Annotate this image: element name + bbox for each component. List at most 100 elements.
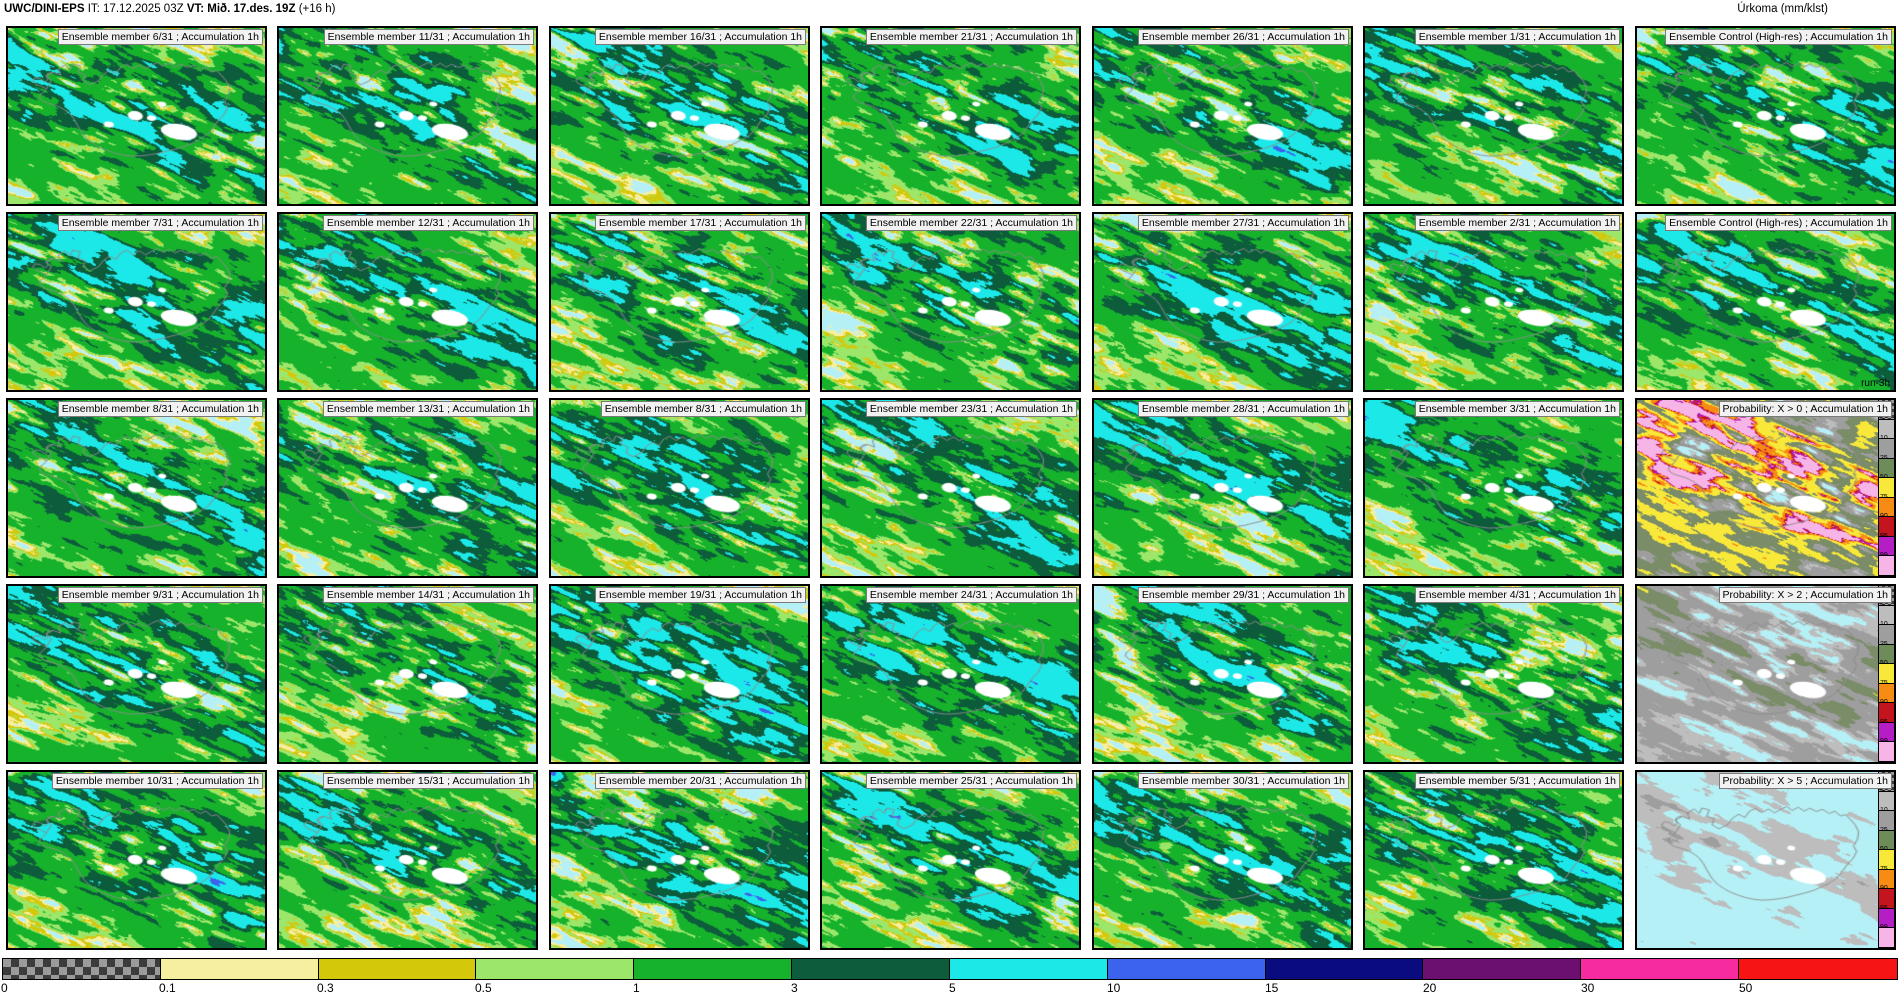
ensemble-member-panel[interactable]: Ensemble member 2/31 ; Accumulation 1h <box>1363 212 1624 392</box>
probability-colorbar-segment: 10 <box>1879 791 1894 814</box>
colorbar-tick-label: 30 <box>1581 981 1595 995</box>
ensemble-member-panel[interactable]: Ensemble member 9/31 ; Accumulation 1h <box>6 584 267 764</box>
colorbar-segment <box>634 959 793 979</box>
colorbar-tick-label: 0.5 <box>475 981 492 995</box>
it-value: 17.12.2025 03Z <box>103 3 184 15</box>
precipitation-map <box>8 214 265 390</box>
precipitation-map <box>1094 214 1351 390</box>
precipitation-map <box>1094 772 1351 948</box>
panel-title: Ensemble member 5/31 ; Accumulation 1h <box>1414 773 1620 789</box>
ensemble-member-panel[interactable]: Ensemble member 5/31 ; Accumulation 1h <box>1363 770 1624 950</box>
ensemble-member-panel[interactable]: Ensemble member 4/31 ; Accumulation 1h <box>1363 584 1624 764</box>
ensemble-member-panel[interactable]: Ensemble member 7/31 ; Accumulation 1h <box>6 212 267 392</box>
probability-colorbar-tick: 95 <box>1880 905 1888 913</box>
ensemble-member-panel[interactable]: Ensemble member 10/31 ; Accumulation 1h <box>6 770 267 950</box>
ensemble-member-panel[interactable]: Ensemble member 23/31 ; Accumulation 1h <box>820 398 1081 578</box>
colorbar-tick-label: 0.3 <box>316 981 334 995</box>
probability-colorbar-tick: 95 <box>1880 719 1888 727</box>
probability-colorbar-tick: 75 <box>1880 494 1888 502</box>
panel-title: Ensemble Control (High-res) ; Accumulati… <box>1665 215 1892 231</box>
ensemble-member-panel[interactable]: Ensemble member 20/31 ; Accumulation 1h <box>549 770 810 950</box>
probability-colorbar-segment: 95 <box>1879 517 1894 540</box>
panel-title: Ensemble member 6/31 ; Accumulation 1h <box>57 29 263 45</box>
header-bar: UWC/DINI-EPS IT: 17.12.2025 03Z VT: Mið.… <box>0 0 1900 20</box>
ensemble-member-panel[interactable]: Ensemble member 28/31 ; Accumulation 1h <box>1092 398 1353 578</box>
probability-colorbar-segment: 99 <box>1879 908 1894 932</box>
probability-colorbar-tick: 90 <box>1880 885 1888 893</box>
probability-colorbar-segment: 50 <box>1879 644 1894 667</box>
probability-colorbar-tick: 75 <box>1880 680 1888 688</box>
ensemble-member-panel[interactable]: Ensemble member 16/31 ; Accumulation 1h <box>549 26 810 206</box>
probability-colorbar-tick: 25 <box>1880 641 1888 649</box>
ensemble-member-panel[interactable]: Ensemble member 21/31 ; Accumulation 1h <box>820 26 1081 206</box>
ensemble-member-panel[interactable]: Ensemble member 8/31 ; Accumulation 1h <box>6 398 267 578</box>
model-name: UWC/DINI-EPS <box>4 3 85 15</box>
probability-colorbar-segment: 90 <box>1879 869 1894 893</box>
probability-panel[interactable]: Probability: X > 2 ; Accumulation 1h5 10 2… <box>1635 584 1896 764</box>
precipitation-map <box>551 400 808 576</box>
ensemble-member-panel[interactable]: Ensemble member 11/31 ; Accumulation 1h <box>277 26 538 206</box>
panel-title: Ensemble member 19/31 ; Accumulation 1h <box>594 587 806 603</box>
vt-label: VT: <box>186 3 205 15</box>
probability-colorbar-tick: 5 <box>1880 788 1884 796</box>
precipitation-map <box>1365 214 1622 390</box>
probability-colorbar-segment: 25 <box>1879 811 1894 834</box>
probability-panel[interactable]: Probability: X > 0 ; Accumulation 1h5 10 2… <box>1635 398 1896 578</box>
probability-colorbar-tick: 50 <box>1880 846 1888 854</box>
panel-title: Ensemble member 20/31 ; Accumulation 1h <box>594 773 806 789</box>
ensemble-member-panel[interactable]: Ensemble member 6/31 ; Accumulation 1h <box>6 26 267 206</box>
ensemble-member-panel[interactable]: Ensemble member 22/31 ; Accumulation 1h <box>820 212 1081 392</box>
ensemble-member-panel[interactable]: Ensemble Control (High-res) ; Accumulati… <box>1635 212 1896 392</box>
panel-title: Ensemble member 9/31 ; Accumulation 1h <box>57 587 263 603</box>
panel-title: Ensemble member 25/31 ; Accumulation 1h <box>865 773 1077 789</box>
probability-colorbar-segment: 95 <box>1879 889 1894 912</box>
ensemble-member-panel[interactable]: Ensemble member 14/31 ; Accumulation 1h <box>277 584 538 764</box>
ensemble-member-panel[interactable]: Ensemble member 26/31 ; Accumulation 1h <box>1092 26 1353 206</box>
probability-colorbar-tick: 50 <box>1880 474 1888 482</box>
probability-colorbar-segment <box>1879 928 1894 948</box>
lead-time: (+16 h) <box>298 3 336 15</box>
precipitation-map <box>279 214 536 390</box>
probability-colorbar-tick: 90 <box>1880 699 1888 707</box>
precipitation-map <box>1637 586 1894 762</box>
ensemble-member-panel[interactable]: Ensemble member 30/31 ; Accumulation 1h <box>1092 770 1353 950</box>
probability-colorbar-segment: 10 <box>1879 605 1894 628</box>
it-label: IT: <box>87 3 100 15</box>
ensemble-member-panel[interactable]: Ensemble member 17/31 ; Accumulation 1h <box>549 212 810 392</box>
probability-colorbar: 5 10 25 50 75 90 95 99 <box>1878 400 1894 576</box>
colorbar-segment <box>792 959 950 979</box>
precipitation-map <box>279 400 536 576</box>
panel-title: Ensemble member 15/31 ; Accumulation 1h <box>322 773 534 789</box>
probability-colorbar-tick: 99 <box>1880 924 1888 932</box>
ensemble-member-panel[interactable]: Ensemble member 29/31 ; Accumulation 1h <box>1092 584 1353 764</box>
probability-colorbar-segment: 90 <box>1879 683 1894 707</box>
colorbar-tick-label: 50 <box>1739 981 1753 995</box>
precipitation-map <box>551 214 808 390</box>
ensemble-member-panel[interactable]: Ensemble member 3/31 ; Accumulation 1h <box>1363 398 1624 578</box>
ensemble-member-panel[interactable]: Ensemble member 19/31 ; Accumulation 1h <box>549 584 810 764</box>
probability-panel[interactable]: Probability: X > 5 ; Accumulation 1h5 10 2… <box>1635 770 1896 950</box>
ensemble-member-panel[interactable]: Ensemble Control (High-res) ; Accumulati… <box>1635 26 1896 206</box>
ensemble-member-panel[interactable]: Ensemble member 25/31 ; Accumulation 1h <box>820 770 1081 950</box>
colorbar-segment <box>160 959 319 979</box>
ensemble-member-panel[interactable]: Ensemble member 12/31 ; Accumulation 1h <box>277 212 538 392</box>
parameter-label: Úrkoma (mm/klst) <box>1737 3 1828 15</box>
panel-title: Probability: X > 5 ; Accumulation 1h <box>1718 773 1892 789</box>
panel-title: Ensemble member 10/31 ; Accumulation 1h <box>51 773 263 789</box>
probability-colorbar-tick: 99 <box>1880 738 1888 746</box>
precipitation-map <box>822 772 1079 948</box>
probability-colorbar-segment <box>1879 742 1894 762</box>
ensemble-member-panel[interactable]: Ensemble member 24/31 ; Accumulation 1h <box>820 584 1081 764</box>
colorbar-tick-label: 10 <box>1107 981 1121 995</box>
precipitation-map <box>1365 28 1622 204</box>
probability-colorbar-tick: 75 <box>1880 866 1888 874</box>
panel-title: Ensemble member 27/31 ; Accumulation 1h <box>1137 215 1349 231</box>
ensemble-member-panel[interactable]: Ensemble member 27/31 ; Accumulation 1h <box>1092 212 1353 392</box>
panel-title: Ensemble member 7/31 ; Accumulation 1h <box>57 215 263 231</box>
ensemble-member-panel[interactable]: Ensemble member 1/31 ; Accumulation 1h <box>1363 26 1624 206</box>
ensemble-member-panel[interactable]: Ensemble member 13/31 ; Accumulation 1h <box>277 398 538 578</box>
probability-colorbar-segment: 25 <box>1879 439 1894 462</box>
panel-title: Ensemble member 30/31 ; Accumulation 1h <box>1137 773 1349 789</box>
ensemble-member-panel[interactable]: Ensemble member 8/31 ; Accumulation 1h <box>549 398 810 578</box>
ensemble-member-panel[interactable]: Ensemble member 15/31 ; Accumulation 1h <box>277 770 538 950</box>
